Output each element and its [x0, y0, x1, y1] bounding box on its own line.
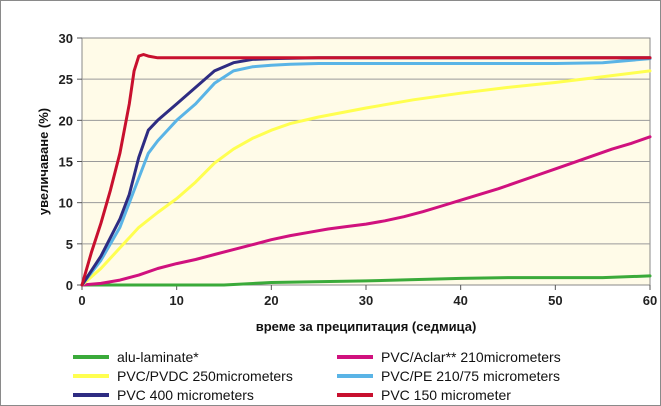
legend-item: PVC 400 micrometers [73, 386, 337, 404]
x-tick-label: 60 [643, 293, 657, 308]
x-tick-label: 40 [453, 293, 467, 308]
y-tick-label: 0 [66, 278, 73, 293]
legend-label: PVC/PVDC 250micrometers [117, 368, 293, 384]
legend-label: alu-laminate* [117, 349, 199, 365]
y-tick-label: 20 [59, 113, 73, 128]
x-tick-label: 0 [78, 293, 85, 308]
y-tick-label: 25 [59, 72, 73, 87]
y-axis-title: увеличаване (%) [36, 108, 51, 215]
legend-item: PVC/Aclar** 210micrometers [337, 348, 627, 366]
legend-swatch [73, 393, 109, 397]
legend-swatch [337, 355, 373, 359]
y-tick-label: 5 [66, 237, 73, 252]
y-tick-label: 30 [59, 31, 73, 46]
legend-swatch [337, 374, 373, 378]
legend-item: PVC 150 micrometer [337, 386, 627, 404]
legend-label: PVC 150 micrometer [381, 387, 511, 403]
series-line-2 [80, 135, 652, 287]
series-line-1 [80, 274, 652, 287]
series-line-6 [80, 53, 652, 287]
x-tick-label: 10 [169, 293, 183, 308]
x-tick-label: 50 [548, 293, 562, 308]
legend-swatch [337, 393, 373, 397]
y-tick-label: 10 [59, 196, 73, 211]
legend-swatch [73, 355, 109, 359]
series-line-4 [80, 57, 652, 287]
legend: alu-laminate* PVC/Aclar** 210micrometers P… [73, 348, 633, 404]
legend-swatch [73, 374, 109, 378]
legend-item: alu-laminate* [73, 348, 337, 366]
x-tick-label: 30 [359, 293, 373, 308]
x-tick-label: 20 [264, 293, 278, 308]
y-tick-label: 15 [59, 155, 73, 170]
legend-label: PVC 400 micrometers [117, 387, 254, 403]
x-axis-title: време за преципитация (седмица) [256, 319, 477, 334]
legend-label: PVC/PE 210/75 micrometers [381, 368, 560, 384]
legend-label: PVC/Aclar** 210micrometers [381, 349, 561, 365]
legend-item: PVC/PVDC 250micrometers [73, 367, 337, 385]
series-line-3 [80, 69, 652, 287]
legend-item: PVC/PE 210/75 micrometers [337, 367, 627, 385]
